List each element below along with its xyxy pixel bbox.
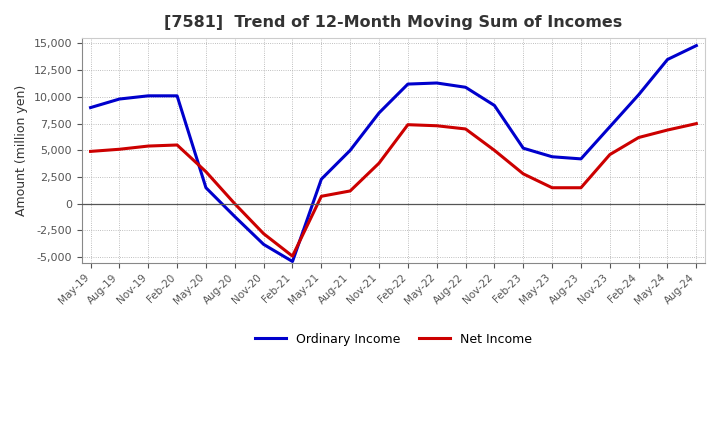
- Ordinary Income: [548, 154, 557, 159]
- Ordinary Income: [259, 242, 268, 247]
- Ordinary Income: [692, 43, 701, 48]
- Ordinary Income: [144, 93, 153, 99]
- Ordinary Income: [86, 105, 95, 110]
- Ordinary Income: [634, 92, 643, 97]
- Net Income: [403, 122, 412, 127]
- Ordinary Income: [433, 81, 441, 86]
- Ordinary Income: [374, 110, 383, 116]
- Net Income: [317, 194, 325, 199]
- Net Income: [692, 121, 701, 126]
- Line: Net Income: Net Income: [91, 124, 696, 256]
- Net Income: [374, 161, 383, 166]
- Ordinary Income: [606, 124, 614, 129]
- Ordinary Income: [173, 93, 181, 99]
- Net Income: [115, 147, 124, 152]
- Ordinary Income: [577, 156, 585, 161]
- Net Income: [606, 152, 614, 157]
- Ordinary Income: [230, 214, 239, 219]
- Net Income: [519, 171, 528, 176]
- Legend: Ordinary Income, Net Income: Ordinary Income, Net Income: [250, 327, 537, 351]
- Net Income: [346, 188, 354, 194]
- Net Income: [490, 148, 499, 153]
- Net Income: [577, 185, 585, 191]
- Ordinary Income: [403, 81, 412, 87]
- Net Income: [230, 201, 239, 206]
- Net Income: [259, 231, 268, 236]
- Ordinary Income: [663, 57, 672, 62]
- Ordinary Income: [288, 259, 297, 264]
- Net Income: [173, 143, 181, 148]
- Net Income: [663, 128, 672, 133]
- Net Income: [548, 185, 557, 191]
- Ordinary Income: [519, 146, 528, 151]
- Line: Ordinary Income: Ordinary Income: [91, 46, 696, 261]
- Net Income: [462, 126, 470, 132]
- Ordinary Income: [202, 185, 210, 191]
- Y-axis label: Amount (million yen): Amount (million yen): [15, 85, 28, 216]
- Net Income: [202, 169, 210, 174]
- Net Income: [144, 143, 153, 149]
- Net Income: [433, 123, 441, 128]
- Title: [7581]  Trend of 12-Month Moving Sum of Incomes: [7581] Trend of 12-Month Moving Sum of I…: [164, 15, 623, 30]
- Ordinary Income: [317, 176, 325, 182]
- Net Income: [86, 149, 95, 154]
- Ordinary Income: [115, 96, 124, 102]
- Ordinary Income: [490, 103, 499, 108]
- Ordinary Income: [346, 148, 354, 153]
- Ordinary Income: [462, 84, 470, 90]
- Net Income: [634, 135, 643, 140]
- Net Income: [288, 253, 297, 259]
